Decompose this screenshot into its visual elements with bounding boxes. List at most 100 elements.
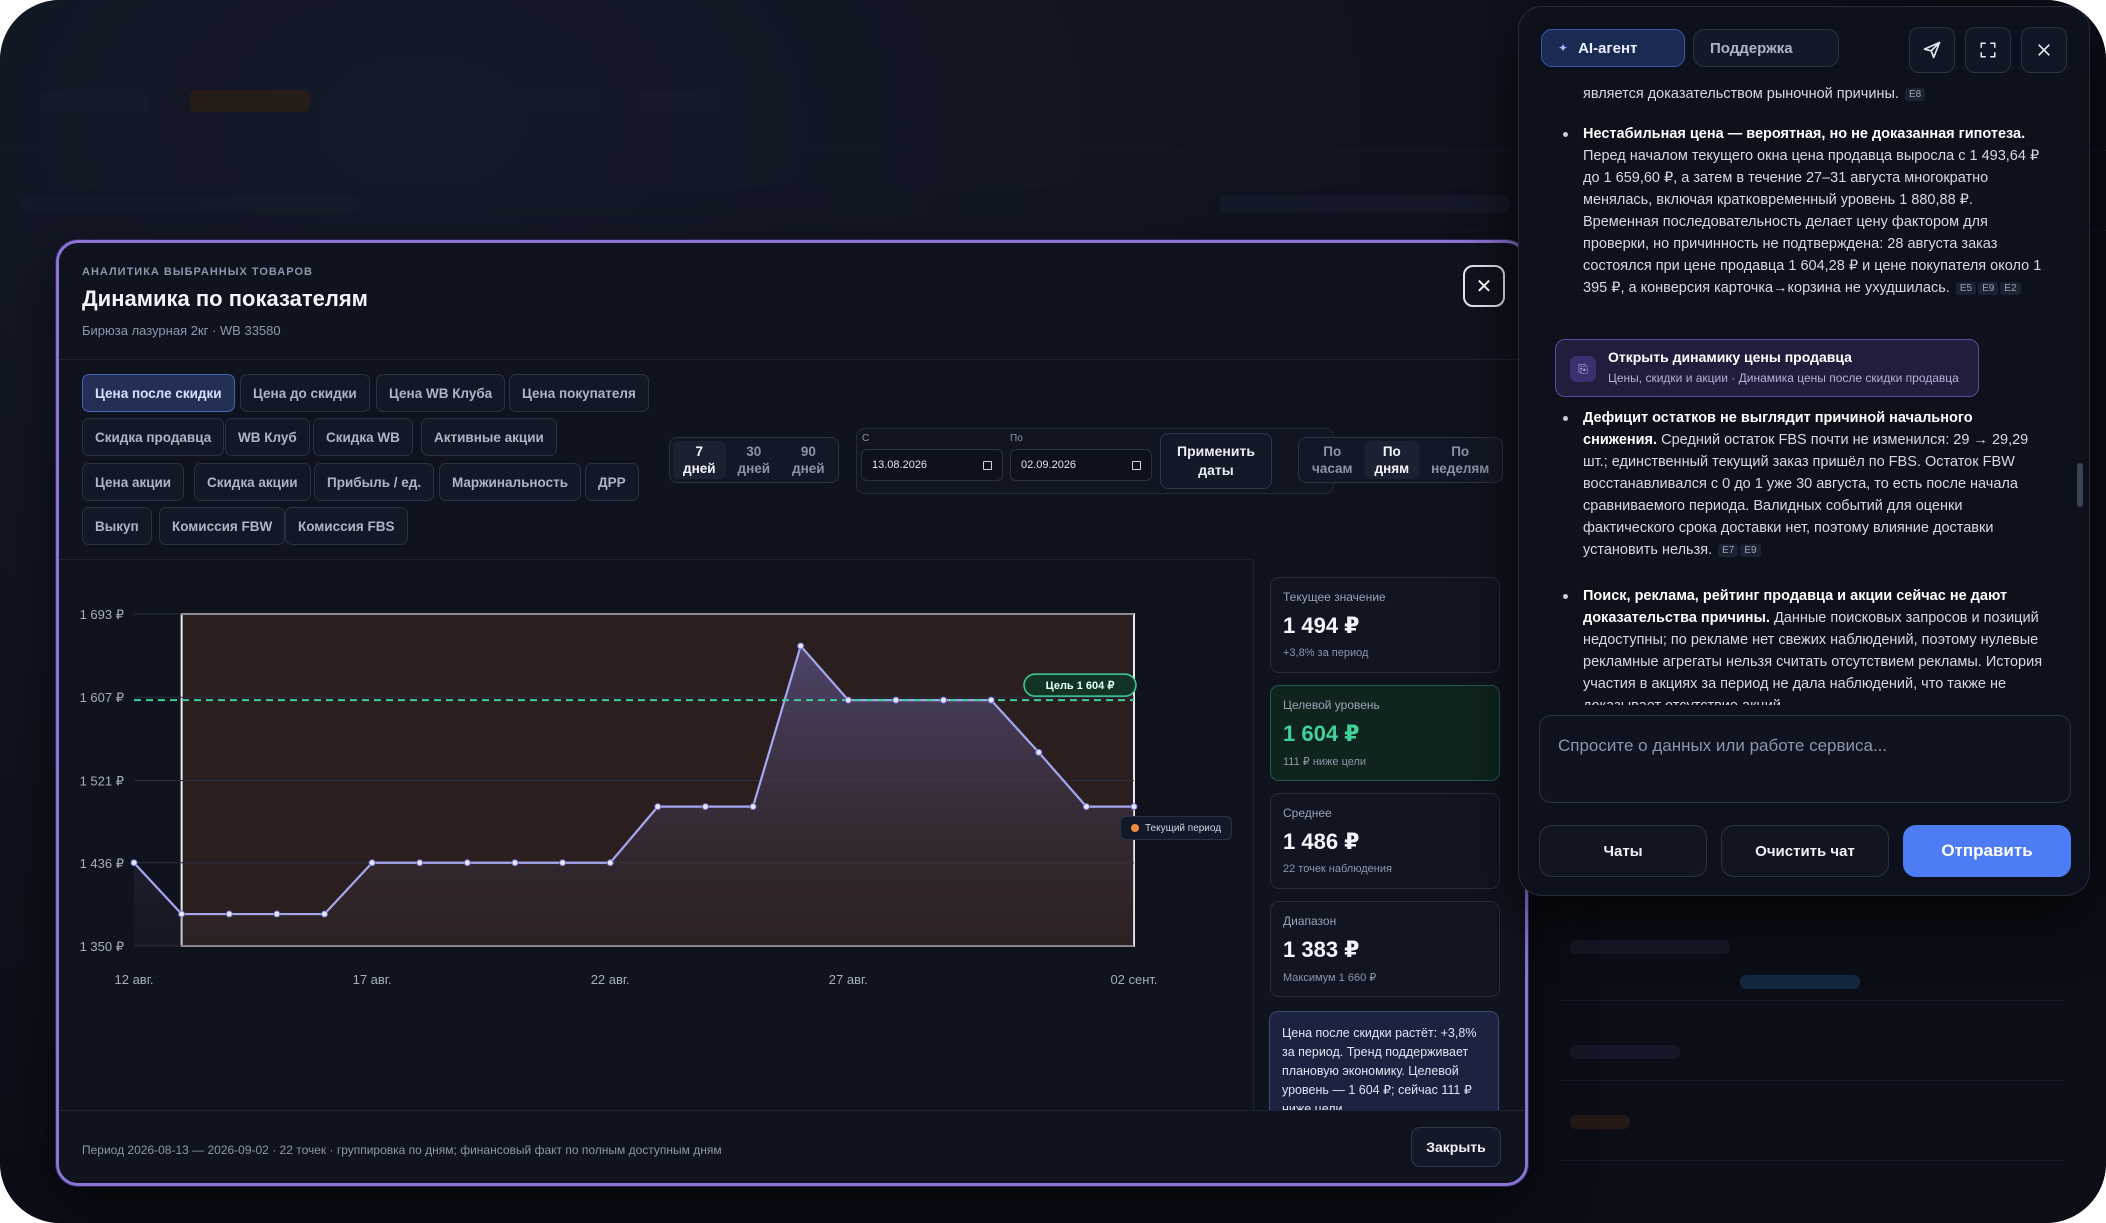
document-icon: ⎘ — [1570, 356, 1596, 382]
period-30-days[interactable]: 30 дней — [737, 444, 771, 476]
metric-chip-margin[interactable]: Маржинальность — [439, 463, 582, 501]
backdrop-nav-item — [490, 90, 600, 112]
metric-chip-price-before-discount[interactable]: Цена до скидки — [240, 374, 370, 412]
metrics-dynamics-modal: Аналитика выбранных товаров Динамика по … — [56, 240, 1528, 1186]
data-point — [368, 859, 376, 867]
message-bullet-price: Нестабильная цена — вероятная, но не док… — [1583, 123, 2043, 299]
chat-scrollbar[interactable] — [2077, 463, 2083, 507]
tab-label: AI-агент — [1578, 39, 1638, 57]
bullet-text: Данные поисковых запросов и позиций недо… — [1583, 610, 2043, 705]
data-point — [844, 696, 852, 704]
close-icon — [2038, 44, 2050, 56]
evidence-ref[interactable]: E9 — [1740, 544, 1761, 557]
metric-chip-active-promos[interactable]: Активные акции — [421, 418, 557, 456]
granularity-days[interactable]: По дням — [1364, 441, 1420, 479]
tab-ai-agent[interactable]: ✦ AI-агент — [1541, 29, 1685, 67]
data-point — [797, 642, 805, 650]
evidence-ref[interactable]: E9 — [1978, 282, 1999, 295]
stat-average: Среднее 1 486 ₽ 22 точек наблюдения — [1270, 793, 1500, 889]
data-point — [225, 910, 233, 918]
chats-button[interactable]: Чаты — [1539, 825, 1707, 877]
evidence-ref[interactable]: E2 — [2000, 282, 2021, 295]
panel-close-icon[interactable] — [2021, 27, 2067, 73]
clear-chat-button[interactable]: Очистить чат — [1721, 825, 1889, 877]
date-from-field[interactable]: 13.08.2026 — [861, 449, 1003, 481]
data-point — [1035, 748, 1043, 756]
evidence-ref[interactable]: E7 — [1718, 544, 1739, 557]
backdrop-nav-item — [190, 90, 310, 112]
fullscreen-icon — [1980, 42, 1996, 58]
message-top-line: является доказательством рыночной причин… — [1583, 87, 2043, 105]
backdrop-toolbar — [20, 195, 360, 213]
chat-messages: является доказательством рыночной причин… — [1519, 87, 2089, 705]
metric-chip-wb-club[interactable]: WB Клуб — [225, 418, 310, 456]
evidence-ref[interactable]: E8 — [1904, 88, 1926, 101]
stat-value: 1 383 ₽ — [1283, 937, 1360, 962]
period-90-days[interactable]: 90 дней — [792, 444, 825, 476]
x-tick-label: 02 сент. — [1110, 972, 1157, 987]
backdrop-divider — [1560, 1160, 2066, 1161]
x-tick-label: 12 авг. — [115, 972, 154, 987]
stats-column: Текущее значение 1 494 ₽ +3,8% за период… — [1253, 559, 1525, 1114]
sparkle-icon: ✦ — [1558, 41, 1569, 55]
backdrop-row — [1570, 1045, 1680, 1059]
stat-label: Текущее значение — [1283, 590, 1386, 604]
send-telegram-icon[interactable] — [1909, 27, 1955, 73]
modal-close-icon[interactable]: ✕ — [1463, 265, 1505, 307]
metric-chip-fbw-commission[interactable]: Комиссия FBW — [159, 507, 286, 545]
data-point — [654, 803, 662, 811]
metric-chip-buyout[interactable]: Выкуп — [82, 507, 152, 545]
granularity-selector: По часам По дням По неделям — [1298, 437, 1504, 483]
tab-support[interactable]: Поддержка — [1693, 29, 1839, 67]
stat-note: +3,8% за период — [1283, 647, 1369, 659]
data-point — [1082, 803, 1090, 811]
date-to-field[interactable]: 02.09.2026 — [1010, 449, 1152, 481]
backdrop-divider — [1560, 1000, 2066, 1001]
message-text: является доказательством рыночной причин… — [1583, 87, 1899, 102]
granularity-hours[interactable]: По часам — [1312, 444, 1353, 476]
metric-chip-fbs-commission[interactable]: Комиссия FBS — [285, 507, 408, 545]
metric-chip-drr[interactable]: ДРР — [585, 463, 639, 501]
bullet-text: Средний остаток FBS почти не изменился: … — [1583, 432, 2029, 558]
data-point — [511, 859, 519, 867]
metric-chip-promo-discount[interactable]: Скидка акции — [194, 463, 311, 501]
period-7-days[interactable]: 7 дней — [673, 441, 726, 479]
open-seller-price-dynamics-card[interactable]: ⎘ Открыть динамику цены продавца Цены, с… — [1555, 339, 1979, 397]
backdrop-nav-item — [345, 90, 445, 112]
metric-chip-wb-discount[interactable]: Скидка WB — [313, 418, 413, 456]
metric-chip-seller-discount[interactable]: Скидка продавца — [82, 418, 225, 456]
backdrop-row — [1740, 975, 1860, 989]
ai-agent-panel: ✦ AI-агент Поддержка является доказатель… — [1518, 6, 2090, 896]
send-button[interactable]: Отправить — [1903, 825, 2071, 877]
x-tick-label: 27 авг. — [829, 972, 868, 987]
chart-area: 1 693 ₽ 1 607 ₽ 1 521 ₽ 1 436 ₽ 1 350 ₽ 12 ав… — [59, 559, 1251, 1114]
metric-chip-promo-price[interactable]: Цена акции — [82, 463, 185, 501]
stat-label: Среднее — [1283, 806, 1332, 820]
y-tick-label: 1 607 ₽ — [80, 690, 124, 705]
metric-chip-price-after-discount[interactable]: Цена после скидки — [82, 374, 235, 412]
granularity-weeks[interactable]: По неделям — [1431, 444, 1490, 476]
modal-subtitle: Бирюза лазурная 2кг · WB 33580 — [82, 323, 281, 338]
price-line-chart: 1 693 ₽ 1 607 ₽ 1 521 ₽ 1 436 ₽ 1 350 ₽ 12 ав… — [80, 607, 1158, 987]
apply-dates-button[interactable]: Применить даты — [1160, 433, 1272, 489]
stat-target-level: Целевой уровень 1 604 ₽ 111 ₽ ниже цели — [1270, 685, 1500, 781]
tab-label: Поддержка — [1710, 39, 1793, 57]
expand-icon[interactable] — [1965, 27, 2011, 73]
data-point — [273, 910, 281, 918]
metric-chip-wb-club-price[interactable]: Цена WB Клуба — [376, 374, 506, 412]
header-divider — [59, 359, 1525, 360]
stat-label: Диапазон — [1283, 914, 1337, 928]
close-button[interactable]: Закрыть — [1411, 1127, 1501, 1167]
metric-chip-profit-per-unit[interactable]: Прибыль / ед. — [314, 463, 435, 501]
chart-legend: Текущий период — [1120, 816, 1233, 840]
bullet-title: Нестабильная цена — вероятная, но не док… — [1583, 126, 2026, 142]
modal-kicker: Аналитика выбранных товаров — [82, 266, 313, 278]
stat-value: 1 604 ₽ — [1283, 721, 1360, 746]
metric-chip-buyer-price[interactable]: Цена покупателя — [509, 374, 649, 412]
bullet-icon — [1563, 416, 1568, 421]
y-tick-label: 1 693 ₽ — [80, 607, 124, 622]
x-tick-label: 17 авг. — [353, 972, 392, 987]
y-tick-label: 1 350 ₽ — [80, 939, 124, 954]
chat-input[interactable]: Спросите о данных или работе сервиса... — [1539, 715, 2071, 803]
evidence-ref[interactable]: E5 — [1955, 282, 1977, 295]
